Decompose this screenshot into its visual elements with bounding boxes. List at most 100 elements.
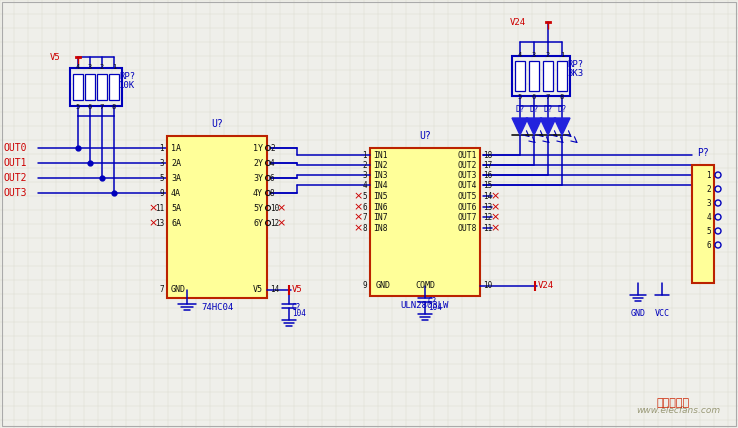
Text: 11: 11 [155, 203, 164, 212]
Text: IN8: IN8 [373, 223, 387, 232]
Text: 6A: 6A [171, 219, 181, 228]
Text: COMD: COMD [415, 282, 435, 291]
Text: GND: GND [171, 285, 186, 294]
Text: ×: × [490, 212, 500, 222]
Text: 2A: 2A [171, 158, 181, 167]
Text: OUT5: OUT5 [458, 191, 477, 200]
Text: 10: 10 [483, 282, 492, 291]
Text: IN4: IN4 [373, 181, 387, 190]
Text: 6: 6 [706, 241, 711, 250]
Bar [692, 165, 714, 283]
Text: 104: 104 [292, 309, 306, 318]
Text: 11: 11 [483, 223, 492, 232]
Text: 8: 8 [112, 104, 116, 110]
Text: 4: 4 [706, 212, 711, 222]
Text: GND: GND [376, 282, 391, 291]
Text: 7: 7 [546, 94, 550, 100]
Text: VCC: VCC [655, 309, 669, 318]
Text: 12: 12 [270, 219, 279, 228]
Bar [557, 61, 567, 91]
Bar [70, 68, 122, 106]
Text: OUT2: OUT2 [458, 160, 477, 169]
Text: 17: 17 [483, 160, 492, 169]
Text: OUT7: OUT7 [458, 212, 477, 222]
Text: V24: V24 [510, 18, 526, 27]
Text: 74HC04: 74HC04 [201, 303, 233, 312]
Text: 3: 3 [362, 170, 367, 179]
Text: GND: GND [630, 309, 646, 318]
Text: 13: 13 [155, 219, 164, 228]
Text: 6: 6 [270, 173, 275, 182]
Text: ×: × [276, 203, 286, 213]
Text: D?: D? [543, 105, 553, 114]
Text: 2Y: 2Y [253, 158, 263, 167]
Text: P?: P? [697, 148, 709, 158]
Text: 6: 6 [532, 94, 536, 100]
Text: 1Y: 1Y [253, 143, 263, 152]
Text: ×: × [490, 223, 500, 233]
Polygon shape [540, 118, 556, 135]
Text: 2: 2 [706, 184, 711, 193]
Text: V24: V24 [538, 282, 554, 291]
Text: 3Y: 3Y [253, 173, 263, 182]
Text: 5A: 5A [171, 203, 181, 212]
Text: www.elecfans.com: www.elecfans.com [636, 406, 720, 415]
Text: OUT3: OUT3 [458, 170, 477, 179]
Text: 4: 4 [362, 181, 367, 190]
Text: ×: × [490, 191, 500, 201]
Bar [97, 74, 107, 100]
Text: OUT1: OUT1 [3, 158, 27, 168]
Text: IN1: IN1 [373, 151, 387, 160]
Text: OUT4: OUT4 [458, 181, 477, 190]
Bar [529, 61, 539, 91]
Text: 14: 14 [270, 285, 279, 294]
Bar [109, 74, 119, 100]
Text: 10: 10 [270, 203, 279, 212]
Text: 12: 12 [483, 212, 492, 222]
Text: 7: 7 [362, 212, 367, 222]
Text: 1: 1 [112, 64, 116, 70]
Text: C?: C? [428, 297, 437, 306]
Text: ×: × [354, 212, 362, 222]
Text: ×: × [148, 218, 158, 228]
Text: IN7: IN7 [373, 212, 387, 222]
Text: 4A: 4A [171, 188, 181, 197]
Text: IN3: IN3 [373, 170, 387, 179]
Text: D?: D? [515, 105, 525, 114]
Text: ×: × [276, 218, 286, 228]
Text: 16: 16 [483, 170, 492, 179]
Text: D?: D? [529, 105, 539, 114]
Text: 5Y: 5Y [253, 203, 263, 212]
Text: ×: × [148, 203, 158, 213]
Bar [543, 61, 553, 91]
Bar [85, 74, 95, 100]
Text: 5: 5 [362, 191, 367, 200]
Text: U?: U? [211, 119, 223, 129]
Text: OUT8: OUT8 [458, 223, 477, 232]
Text: 2: 2 [270, 143, 275, 152]
Text: OUT2: OUT2 [3, 173, 27, 183]
Text: OUT0: OUT0 [3, 143, 27, 153]
Text: V5: V5 [292, 285, 303, 294]
Polygon shape [512, 118, 528, 135]
Text: 6Y: 6Y [253, 219, 263, 228]
Text: 2: 2 [362, 160, 367, 169]
Text: IN2: IN2 [373, 160, 387, 169]
Text: 7: 7 [100, 104, 104, 110]
Polygon shape [554, 118, 570, 135]
Polygon shape [526, 118, 542, 135]
Text: 1: 1 [560, 52, 564, 58]
Text: 7: 7 [159, 285, 164, 294]
Text: 104: 104 [428, 303, 442, 312]
Text: 9: 9 [159, 188, 164, 197]
Text: 9: 9 [362, 282, 367, 291]
Text: 电子发烧友: 电子发烧友 [657, 398, 690, 408]
Text: 6: 6 [88, 104, 92, 110]
Text: 2: 2 [100, 64, 104, 70]
Text: RP?: RP? [119, 71, 135, 80]
Text: 4Y: 4Y [253, 188, 263, 197]
Text: IN5: IN5 [373, 191, 387, 200]
Text: OUT6: OUT6 [458, 202, 477, 211]
Text: ×: × [490, 202, 500, 212]
Text: OUT1: OUT1 [458, 151, 477, 160]
